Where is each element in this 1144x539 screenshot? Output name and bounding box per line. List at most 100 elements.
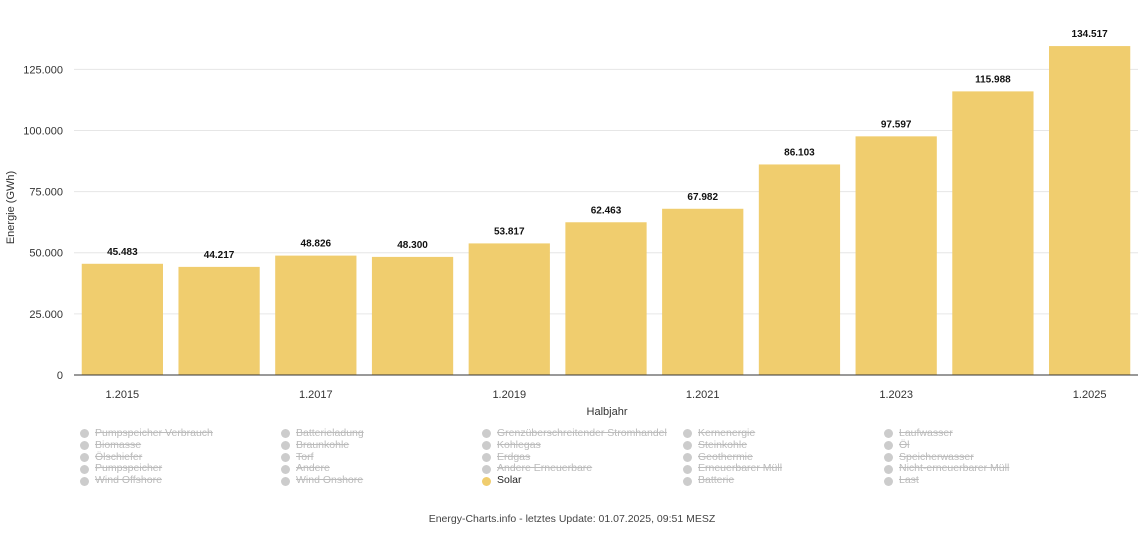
x-tick-label: 1.2015 — [106, 389, 140, 401]
bar[interactable] — [468, 243, 550, 375]
bar[interactable] — [371, 256, 454, 375]
legend-item[interactable]: Batterieladung — [281, 427, 482, 440]
legend-column: Pumpspeicher Verbrauch Biomasse Ölschiefer… — [80, 427, 281, 487]
legend-item[interactable]: Last — [884, 474, 1085, 487]
legend-item[interactable]: Laufwasser — [884, 427, 1085, 440]
legend-dot-icon — [281, 452, 290, 462]
bar-chart: 0 25.000 50.000 75.000 100.000 125.000 45.483… — [5, 29, 1138, 418]
legend-dot-icon — [80, 429, 89, 439]
bar[interactable] — [662, 208, 744, 375]
legend-dot-icon — [884, 476, 893, 486]
legend-column: Batterieladung Braunkohle Torf Andere Wind O… — [281, 427, 482, 487]
legend-label: Kernenergie — [698, 427, 756, 439]
legend-dot-icon — [482, 464, 491, 474]
legend-item[interactable]: Andere Erneuerbare — [482, 463, 683, 475]
bar[interactable] — [178, 266, 260, 375]
legend-item[interactable]: Biomasse — [80, 438, 281, 452]
legend-dot-icon — [884, 464, 893, 474]
legend-item[interactable]: Andere — [281, 463, 482, 475]
bars — [81, 46, 1131, 376]
y-tick-label: 0 — [57, 370, 63, 382]
legend-label: Andere — [296, 462, 330, 475]
legend-label: Speicherwasser — [899, 450, 974, 463]
x-tick-label: 1.2023 — [879, 389, 913, 401]
legend-dot-icon — [884, 452, 893, 462]
legend-dot-icon — [482, 476, 491, 486]
data-label: 97.597 — [881, 119, 912, 130]
legend-label: Erdgas — [497, 450, 531, 463]
legend-item[interactable]: Kohlegas — [482, 439, 683, 452]
data-label: 48.826 — [301, 239, 332, 250]
legend-dot-icon — [683, 476, 692, 486]
legend-label: Braunkohle — [296, 438, 350, 451]
legend-dot-icon — [281, 476, 290, 486]
legend-dot-icon — [884, 429, 893, 439]
data-label: 115.988 — [975, 74, 1011, 85]
bar[interactable] — [275, 255, 357, 375]
legend-label: Last — [899, 474, 919, 487]
legend-dot-icon — [281, 464, 290, 474]
data-label: 48.300 — [397, 240, 428, 251]
legend-dot-icon — [683, 452, 692, 462]
legend: Pumpspeicher Verbrauch Biomasse Ölschiefer… — [80, 427, 1120, 487]
legend-dot-icon — [482, 429, 491, 439]
legend-item[interactable]: Solar — [482, 474, 683, 487]
y-axis-ticks: 0 25.000 50.000 75.000 100.000 125.000 — [23, 64, 63, 382]
bar[interactable] — [952, 91, 1034, 376]
legend-dot-icon — [482, 441, 491, 451]
legend-item[interactable]: Pumpspeicher Verbrauch — [80, 427, 281, 440]
legend-dot-icon — [683, 464, 692, 474]
y-tick-label: 50.000 — [29, 248, 63, 260]
legend-label: Wind Onshore — [296, 474, 364, 487]
y-tick-label: 75.000 — [29, 187, 63, 199]
data-label: 86.103 — [784, 147, 815, 158]
legend-label: Laufwasser — [899, 427, 953, 439]
legend-dot-icon — [281, 429, 290, 439]
legend-item[interactable]: Grenzüberschreitender Stromhandel — [482, 427, 683, 440]
legend-item[interactable]: Braunkohle — [281, 438, 482, 452]
legend-column: Kernenergie Steinkohle Geothermie Erneuerba… — [683, 427, 884, 487]
data-label: 45.483 — [107, 247, 138, 258]
legend-item[interactable]: Nicht-erneuerbarer Müll — [884, 463, 1085, 475]
legend-item[interactable]: Erdgas — [482, 450, 683, 464]
legend-label: Geothermie — [698, 450, 753, 463]
legend-item[interactable]: Geothermie — [683, 450, 884, 464]
bar[interactable] — [758, 164, 841, 375]
x-tick-label: 1.2019 — [492, 389, 526, 401]
x-tick-label: 1.2025 — [1073, 389, 1107, 401]
legend-dot-icon — [80, 464, 89, 474]
legend-label: Wind Offshore — [95, 474, 162, 487]
legend-dot-icon — [683, 429, 692, 439]
data-label: 67.982 — [687, 192, 718, 203]
legend-item[interactable]: Ölschiefer — [80, 450, 281, 464]
legend-label: Biomasse — [95, 438, 142, 451]
bar[interactable] — [855, 136, 937, 375]
legend-label: Torf — [296, 450, 314, 463]
legend-item[interactable]: Erneuerbarer Müll — [683, 463, 884, 475]
legend-dot-icon — [281, 441, 290, 451]
x-axis-ticks: 1.2015 1.2017 1.2019 1.2021 1.2023 1.2025 — [106, 389, 1107, 401]
legend-item[interactable]: Torf — [281, 450, 482, 464]
legend-label: Batterie — [698, 474, 735, 487]
bar[interactable] — [565, 222, 647, 375]
legend-dot-icon — [683, 441, 692, 451]
legend-label: Solar — [497, 474, 522, 487]
footer-update-text: Energy-Charts.info - letztes Update: 01.… — [428, 513, 716, 525]
legend-item[interactable]: Batterie — [683, 474, 884, 487]
legend-label: Nicht-erneuerbarer Müll — [899, 462, 1010, 475]
data-label: 53.817 — [494, 226, 525, 237]
legend-item[interactable]: Öl — [884, 439, 1085, 452]
bar[interactable] — [81, 263, 163, 375]
legend-label: Ölschiefer — [95, 450, 143, 463]
legend-item[interactable]: Wind Onshore — [281, 474, 482, 487]
legend-label: Pumpspeicher Verbrauch — [95, 427, 213, 439]
legend-label: Andere Erneuerbare — [497, 462, 593, 475]
legend-item[interactable]: Wind Offshore — [80, 474, 281, 487]
legend-item[interactable]: Pumpspeicher — [80, 463, 281, 475]
bar[interactable] — [1049, 46, 1131, 376]
legend-item[interactable]: Speicherwasser — [884, 450, 1085, 464]
legend-item[interactable]: Kernenergie — [683, 427, 884, 440]
legend-label: Batterieladung — [296, 427, 364, 439]
legend-item[interactable]: Steinkohle — [683, 439, 884, 452]
legend-label: Erneuerbarer Müll — [698, 462, 783, 475]
